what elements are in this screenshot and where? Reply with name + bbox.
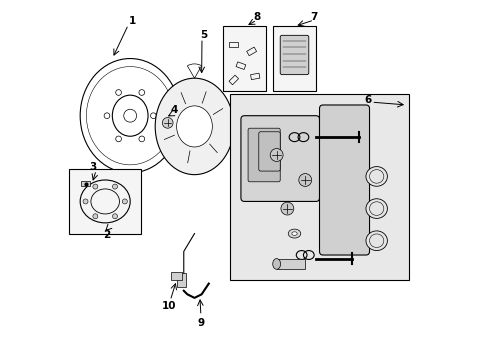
Bar [223,26,265,91]
Ellipse shape [291,232,297,235]
Circle shape [112,214,117,219]
Text: 4: 4 [170,105,177,115]
Bar [276,258,305,269]
Text: 9: 9 [197,318,204,328]
Wedge shape [187,64,201,78]
FancyBboxPatch shape [81,181,90,186]
Text: 6: 6 [364,95,370,105]
Ellipse shape [365,199,386,219]
Circle shape [112,184,117,189]
Bar [272,26,315,91]
FancyBboxPatch shape [319,105,369,255]
FancyBboxPatch shape [280,35,308,75]
Text: 8: 8 [253,13,260,22]
Ellipse shape [155,78,233,175]
Ellipse shape [287,229,300,238]
Text: 3: 3 [89,162,96,172]
Circle shape [122,199,127,204]
Text: 2: 2 [103,230,110,240]
FancyBboxPatch shape [258,132,280,171]
FancyBboxPatch shape [241,116,319,202]
Ellipse shape [365,231,386,251]
Bar [230,94,408,280]
Text: 5: 5 [200,30,206,40]
Text: 7: 7 [310,13,317,22]
Circle shape [83,199,88,204]
Ellipse shape [272,258,280,269]
Ellipse shape [176,106,212,147]
Circle shape [123,109,136,122]
Text: 1: 1 [128,16,135,26]
Text: 10: 10 [162,301,176,311]
Circle shape [93,184,98,189]
Circle shape [270,149,283,161]
Bar [69,169,141,234]
Bar [176,273,185,287]
Circle shape [93,214,98,219]
Bar [171,272,182,280]
FancyBboxPatch shape [247,128,280,182]
Circle shape [298,174,311,186]
Circle shape [162,117,173,128]
Circle shape [281,202,293,215]
Ellipse shape [365,167,386,186]
